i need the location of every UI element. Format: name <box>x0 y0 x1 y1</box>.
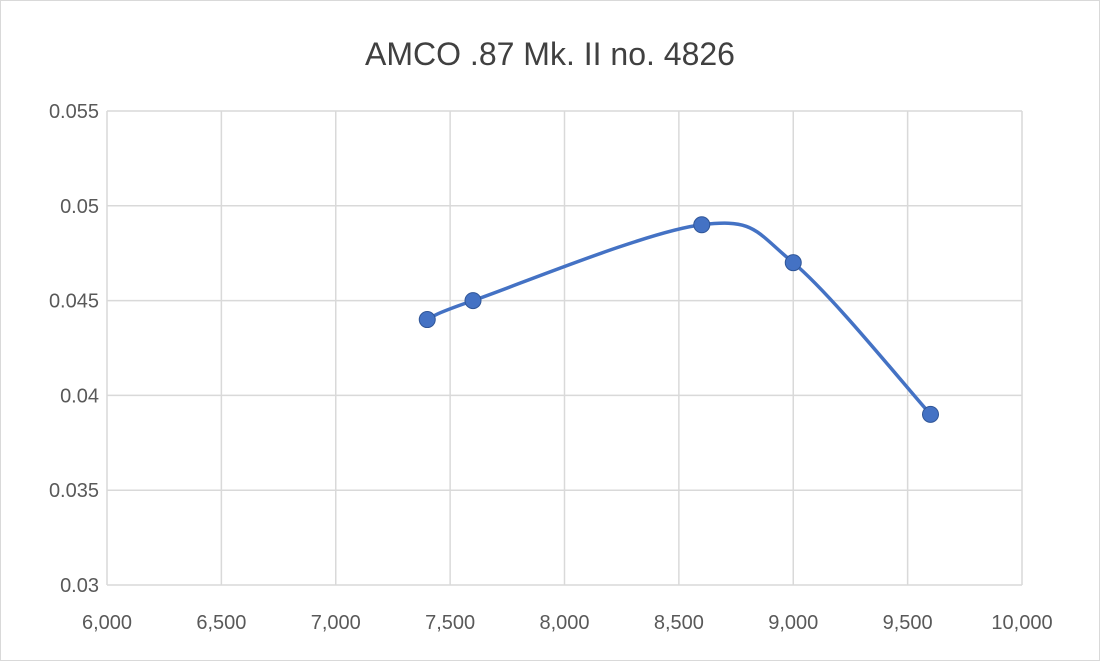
y-tick-label: 0.04 <box>60 385 99 407</box>
x-tick-label: 9,500 <box>883 612 933 634</box>
data-point <box>464 292 482 310</box>
chart-title: AMCO .87 Mk. II no. 4826 <box>365 36 735 72</box>
x-tick-label: 10,000 <box>991 612 1052 634</box>
x-tick-label: 7,500 <box>425 612 475 634</box>
data-point <box>418 311 436 329</box>
x-axis-tick-labels: 6,000 6,500 7,000 7,500 8,000 8,500 9,000 9,500… <box>82 612 1053 634</box>
y-tick-label: 0.045 <box>49 291 99 313</box>
x-tick-label: 7,000 <box>311 612 361 634</box>
x-tick-label: 9,000 <box>768 612 818 634</box>
y-tick-label: 0.055 <box>49 101 99 123</box>
x-tick-label: 8,500 <box>654 612 704 634</box>
y-tick-label: 0.03 <box>60 575 99 597</box>
x-tick-label: 8,000 <box>539 612 589 634</box>
data-point <box>693 216 711 234</box>
y-tick-label: 0.035 <box>49 480 99 502</box>
y-tick-label: 0.05 <box>60 196 99 218</box>
grid-layer <box>106 110 1023 586</box>
x-tick-label: 6,500 <box>196 612 246 634</box>
y-axis-tick-labels: 0.03 0.035 0.04 0.045 0.05 0.055 <box>49 101 99 597</box>
x-tick-label: 6,000 <box>82 612 132 634</box>
data-point <box>922 405 939 423</box>
series-layer <box>418 216 939 423</box>
data-point <box>784 254 802 272</box>
